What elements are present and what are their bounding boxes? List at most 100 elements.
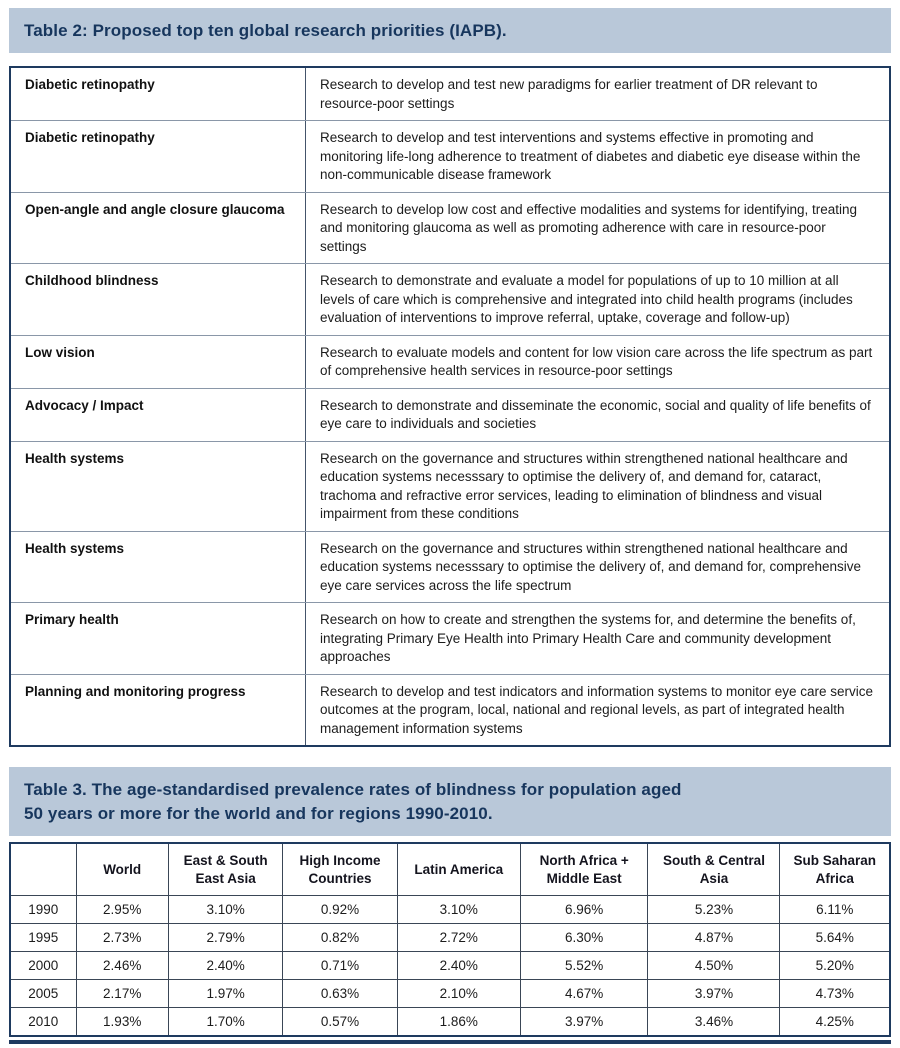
bottom-rule	[9, 1040, 891, 1045]
value-cell: 3.10%	[396, 895, 521, 925]
priority-label: Planning and monitoring progress	[25, 683, 246, 699]
value-cell: 1.86%	[396, 1007, 521, 1037]
year-cell: 2010	[9, 1007, 77, 1037]
description-text: Research to develop and test indicators …	[320, 683, 874, 736]
description-text: Research to develop low cost and effecti…	[320, 201, 858, 254]
description-cell: Research on the governance and structure…	[306, 442, 889, 531]
column-header: World	[75, 842, 169, 897]
value-cell: 5.20%	[779, 951, 891, 981]
description-text: Research to demonstrate and disseminate …	[320, 397, 871, 432]
value-cell: 1.93%	[75, 1007, 169, 1037]
priority-label: Health systems	[25, 540, 125, 556]
description-cell: Research to demonstrate and disseminate …	[306, 389, 889, 441]
priority-cell: Diabetic retinopathy	[11, 121, 306, 192]
table2: Diabetic retinopathy Research to develop…	[9, 66, 891, 748]
table-row: Open-angle and angle closure glaucoma Re…	[11, 191, 889, 264]
column-header	[9, 842, 77, 897]
value-cell: 0.57%	[282, 1007, 398, 1037]
table-row: Diabetic retinopathy Research to develop…	[11, 68, 889, 121]
value-cell: 0.71%	[282, 951, 398, 981]
table3-header: World East & South East Asia High Income C…	[9, 842, 891, 897]
priority-label: Advocacy / Impact	[25, 397, 144, 413]
table-row: 1990 2.95% 3.10% 0.92% 3.10% 6.96% 5.23% 6.11%	[9, 895, 891, 925]
table-row: Low vision Research to evaluate models a…	[11, 334, 889, 388]
table-row: 2000 2.46% 2.40% 0.71% 2.40% 5.52% 4.50% 5.20%	[9, 951, 891, 981]
value-cell: 1.97%	[167, 979, 284, 1009]
column-header: Latin America	[396, 842, 521, 897]
value-cell: 2.40%	[396, 951, 521, 981]
priority-label: Childhood blindness	[25, 273, 159, 289]
table-row: Health systems Research on the governanc…	[11, 440, 889, 531]
description-cell: Research on how to create and strengthen…	[306, 603, 889, 674]
column-header: Sub Saharan Africa	[779, 842, 891, 897]
priority-label: Low vision	[25, 344, 95, 360]
table-row: Planning and monitoring progress Researc…	[11, 673, 889, 746]
description-text: Research to develop and test interventio…	[320, 130, 861, 183]
priority-cell: Advocacy / Impact	[11, 388, 306, 441]
priority-cell: Planning and monitoring progress	[11, 674, 306, 746]
table3-header-row: World East & South East Asia High Income C…	[9, 842, 891, 897]
value-cell: 6.11%	[779, 895, 891, 925]
priority-label: Open-angle and angle closure glaucoma	[25, 201, 285, 217]
description-text: Research to evaluate models and content …	[320, 344, 873, 379]
value-cell: 3.97%	[647, 979, 781, 1009]
value-cell: 4.50%	[647, 951, 781, 981]
description-cell: Research to develop low cost and effecti…	[306, 193, 889, 264]
description-cell: Research to develop and test interventio…	[306, 121, 889, 192]
value-cell: 2.95%	[75, 895, 169, 925]
table-row: 1995 2.73% 2.79% 0.82% 2.72% 6.30% 4.87% 5.64%	[9, 923, 891, 953]
value-cell: 3.46%	[647, 1007, 781, 1037]
table-row: Childhood blindness Research to demonstr…	[11, 263, 889, 335]
column-header: North Africa + Middle East	[519, 842, 649, 897]
value-cell: 2.10%	[396, 979, 521, 1009]
priority-cell: Health systems	[11, 531, 306, 603]
value-cell: 0.82%	[282, 923, 398, 953]
value-cell: 5.52%	[519, 951, 649, 981]
value-cell: 5.64%	[779, 923, 891, 953]
description-text: Research on the governance and structure…	[320, 540, 862, 593]
table-row: Primary health Research on how to create…	[11, 602, 889, 674]
table3-title-line2: 50 years or more for the world and for r…	[24, 803, 493, 823]
table3-title-band: Table 3. The age-standardised prevalence…	[9, 767, 891, 837]
value-cell: 0.63%	[282, 979, 398, 1009]
table3: World East & South East Asia High Income C…	[9, 842, 891, 1038]
year-cell: 1995	[9, 923, 77, 953]
description-cell: Research to evaluate models and content …	[306, 336, 889, 388]
value-cell: 3.10%	[167, 895, 284, 925]
table3-title-line1: Table 3. The age-standardised prevalence…	[24, 780, 682, 800]
table-row: Health systems Research on the governanc…	[11, 530, 889, 603]
value-cell: 1.70%	[167, 1007, 284, 1037]
description-text: Research on how to create and strengthen…	[320, 612, 856, 665]
value-cell: 2.17%	[75, 979, 169, 1009]
value-cell: 4.87%	[647, 923, 781, 953]
description-text: Research to develop and test new paradig…	[320, 77, 818, 111]
description-cell: Research to develop and test new paradig…	[306, 68, 889, 120]
value-cell: 3.97%	[519, 1007, 649, 1037]
value-cell: 2.72%	[396, 923, 521, 953]
column-header: East & South East Asia	[167, 842, 284, 897]
value-cell: 5.23%	[647, 895, 781, 925]
description-cell: Research to develop and test indicators …	[306, 675, 889, 746]
value-cell: 4.67%	[519, 979, 649, 1009]
table-row: 2005 2.17% 1.97% 0.63% 2.10% 4.67% 3.97% 4.73%	[9, 979, 891, 1009]
value-cell: 2.73%	[75, 923, 169, 953]
priority-cell: Diabetic retinopathy	[11, 68, 306, 121]
column-header: South & Central Asia	[647, 842, 781, 897]
value-cell: 6.96%	[519, 895, 649, 925]
priority-cell: Primary health	[11, 603, 306, 674]
value-cell: 2.46%	[75, 951, 169, 981]
value-cell: 0.92%	[282, 895, 398, 925]
value-cell: 6.30%	[519, 923, 649, 953]
priority-label: Health systems	[25, 450, 125, 466]
description-text: Research to demonstrate and evaluate a m…	[320, 273, 853, 326]
description-cell: Research on the governance and structure…	[306, 532, 889, 603]
year-cell: 2005	[9, 979, 77, 1009]
year-cell: 1990	[9, 895, 77, 925]
priority-label: Diabetic retinopathy	[25, 130, 155, 146]
table-row: Diabetic retinopathy Research to develop…	[11, 120, 889, 192]
table-row: 2010 1.93% 1.70% 0.57% 1.86% 3.97% 3.46% 4.25%	[9, 1007, 891, 1037]
table3-body: 1990 2.95% 3.10% 0.92% 3.10% 6.96% 5.23% 6.11% 1…	[9, 895, 891, 1037]
description-text: Research on the governance and structure…	[320, 450, 848, 522]
value-cell: 4.25%	[779, 1007, 891, 1037]
